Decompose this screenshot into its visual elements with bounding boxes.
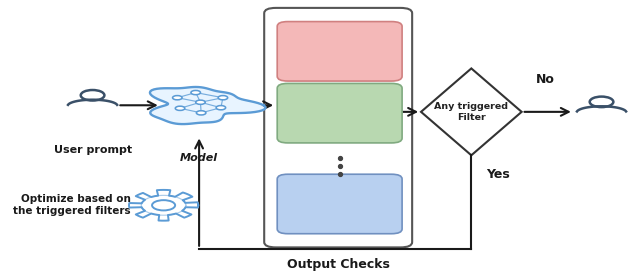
- Circle shape: [175, 106, 185, 110]
- Circle shape: [196, 111, 206, 115]
- Circle shape: [218, 95, 228, 100]
- FancyBboxPatch shape: [264, 8, 412, 248]
- FancyBboxPatch shape: [277, 21, 402, 81]
- Text: Memorization: Memorization: [297, 46, 382, 56]
- Text: Optimize based on
the triggered filters: Optimize based on the triggered filters: [13, 194, 131, 216]
- Text: Output Checks: Output Checks: [287, 258, 390, 271]
- Circle shape: [152, 200, 175, 211]
- Text: Any triggered
Filter: Any triggered Filter: [435, 102, 508, 122]
- Polygon shape: [421, 69, 522, 155]
- Polygon shape: [150, 87, 266, 124]
- Text: Model: Model: [180, 153, 218, 163]
- Text: Yes: Yes: [486, 168, 510, 181]
- Text: User prompt: User prompt: [54, 145, 132, 155]
- Text: Quality: Quality: [317, 199, 362, 209]
- Circle shape: [191, 91, 200, 95]
- Text: No: No: [536, 73, 555, 85]
- Circle shape: [196, 100, 205, 104]
- FancyBboxPatch shape: [277, 84, 402, 143]
- FancyBboxPatch shape: [277, 174, 402, 234]
- Circle shape: [216, 106, 226, 110]
- Circle shape: [173, 95, 182, 100]
- Text: Safety: Safety: [319, 108, 360, 118]
- Polygon shape: [129, 190, 198, 221]
